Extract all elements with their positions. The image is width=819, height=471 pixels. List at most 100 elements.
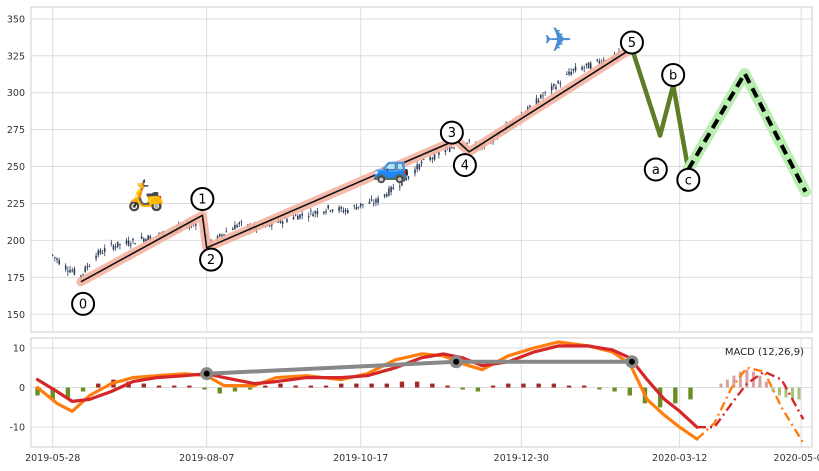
candle-body xyxy=(451,147,453,149)
divergence-node-center xyxy=(203,370,210,377)
candle-body xyxy=(346,210,349,213)
candle-body xyxy=(570,71,572,75)
projection-dashed-line xyxy=(686,71,808,193)
histogram-bar xyxy=(232,387,238,392)
candle-body xyxy=(331,209,334,212)
candle-body xyxy=(572,69,575,71)
candle-body xyxy=(112,245,115,250)
candle-body xyxy=(149,236,152,241)
candle-body xyxy=(292,217,295,220)
projected-histogram-bar xyxy=(777,387,781,396)
projected-histogram-bar xyxy=(758,375,762,388)
wave-label-a: a xyxy=(652,163,660,178)
x-axis-ticks: 2019-05-28 2019-08-07 2019-10-17 2019-12-30… xyxy=(25,453,819,464)
wave-label-4: 4 xyxy=(461,159,469,174)
macd-annotation: MACD (12,26,9) xyxy=(725,347,804,358)
candle-body xyxy=(99,250,102,254)
candle-body xyxy=(231,228,234,231)
candle-body xyxy=(407,176,410,179)
candle-body xyxy=(368,201,371,204)
candle-body xyxy=(388,188,390,196)
candle-body xyxy=(103,248,106,252)
candle-body xyxy=(114,246,117,248)
histogram-bar xyxy=(339,383,344,388)
candle-body xyxy=(329,210,332,212)
candle-body xyxy=(438,152,440,155)
candle-body xyxy=(236,225,238,228)
candle-body xyxy=(80,275,82,278)
wave-label-b: b xyxy=(669,68,677,83)
histogram-bar xyxy=(566,385,572,388)
wave-label-circle xyxy=(71,291,96,316)
candle-body xyxy=(84,267,87,272)
histogram-bar xyxy=(278,383,283,388)
histogram-bar xyxy=(384,383,389,388)
candle-body xyxy=(323,211,325,214)
price-y-tick-label: 225 xyxy=(7,199,25,210)
histogram-bar xyxy=(597,387,602,390)
candle-body xyxy=(268,224,271,227)
candle-body xyxy=(64,265,67,270)
candle-body xyxy=(403,176,405,182)
candle-body xyxy=(325,210,327,213)
candle-body xyxy=(370,199,373,201)
histogram-bar xyxy=(141,383,147,388)
candle-body xyxy=(420,161,423,164)
histogram-bar xyxy=(688,387,693,400)
candle-body xyxy=(297,216,299,220)
wave-label-circle xyxy=(661,62,686,87)
corrective-wave-line xyxy=(629,46,691,172)
emoji-markers: 🛵 🚙 ✈ xyxy=(127,20,572,213)
candle-body xyxy=(466,142,468,145)
macd-y-tick-label: 10 xyxy=(13,343,25,354)
candle-body xyxy=(401,180,403,186)
histogram-bar xyxy=(612,387,617,392)
candle-body xyxy=(88,266,91,267)
candle-body xyxy=(416,164,418,170)
histogram-bar xyxy=(475,387,481,392)
candle-body xyxy=(129,244,132,246)
histogram-bar xyxy=(323,385,329,388)
histogram-bar xyxy=(80,387,86,392)
candle-body xyxy=(127,240,130,246)
histogram-bar xyxy=(673,387,678,404)
candle-body xyxy=(147,235,149,241)
x-tick-label: 2019-12-30 xyxy=(494,453,549,464)
candle-body xyxy=(145,239,147,242)
candle-body xyxy=(342,210,345,213)
candle-body xyxy=(316,211,319,215)
candle-body xyxy=(550,85,553,91)
projected-histogram-bar xyxy=(784,387,788,398)
candle-body xyxy=(431,158,434,160)
price-y-tick-label: 350 xyxy=(7,14,25,25)
candle-body xyxy=(240,221,243,223)
price-y-tick-label: 150 xyxy=(7,310,25,321)
price-y-tick-label: 300 xyxy=(7,88,25,99)
histogram-bar xyxy=(551,383,557,388)
candle-body xyxy=(218,233,221,237)
elliott-waves xyxy=(76,43,811,287)
candle-body xyxy=(585,63,588,65)
candle-body xyxy=(301,213,303,216)
candle-body xyxy=(195,223,197,226)
airplane-icon: ✈ xyxy=(544,20,573,60)
candle-body xyxy=(238,222,241,225)
histogram-bar xyxy=(657,387,663,408)
histogram-bar xyxy=(50,387,55,400)
candle-body xyxy=(535,98,538,106)
candle-body xyxy=(143,238,145,242)
candle-body xyxy=(598,60,601,64)
macd-y-tick-label: -10 xyxy=(9,423,25,434)
histogram-bar xyxy=(399,381,405,388)
candle-body xyxy=(281,221,284,224)
candle-body xyxy=(568,71,570,75)
candle-body xyxy=(544,91,546,93)
candle-body xyxy=(310,210,312,212)
candle-body xyxy=(314,211,316,214)
candle-body xyxy=(125,240,128,244)
price-y-tick-label: 200 xyxy=(7,236,25,247)
candle-body xyxy=(353,205,356,207)
histogram-bar xyxy=(536,383,541,388)
projected-histogram-bar xyxy=(732,375,736,388)
